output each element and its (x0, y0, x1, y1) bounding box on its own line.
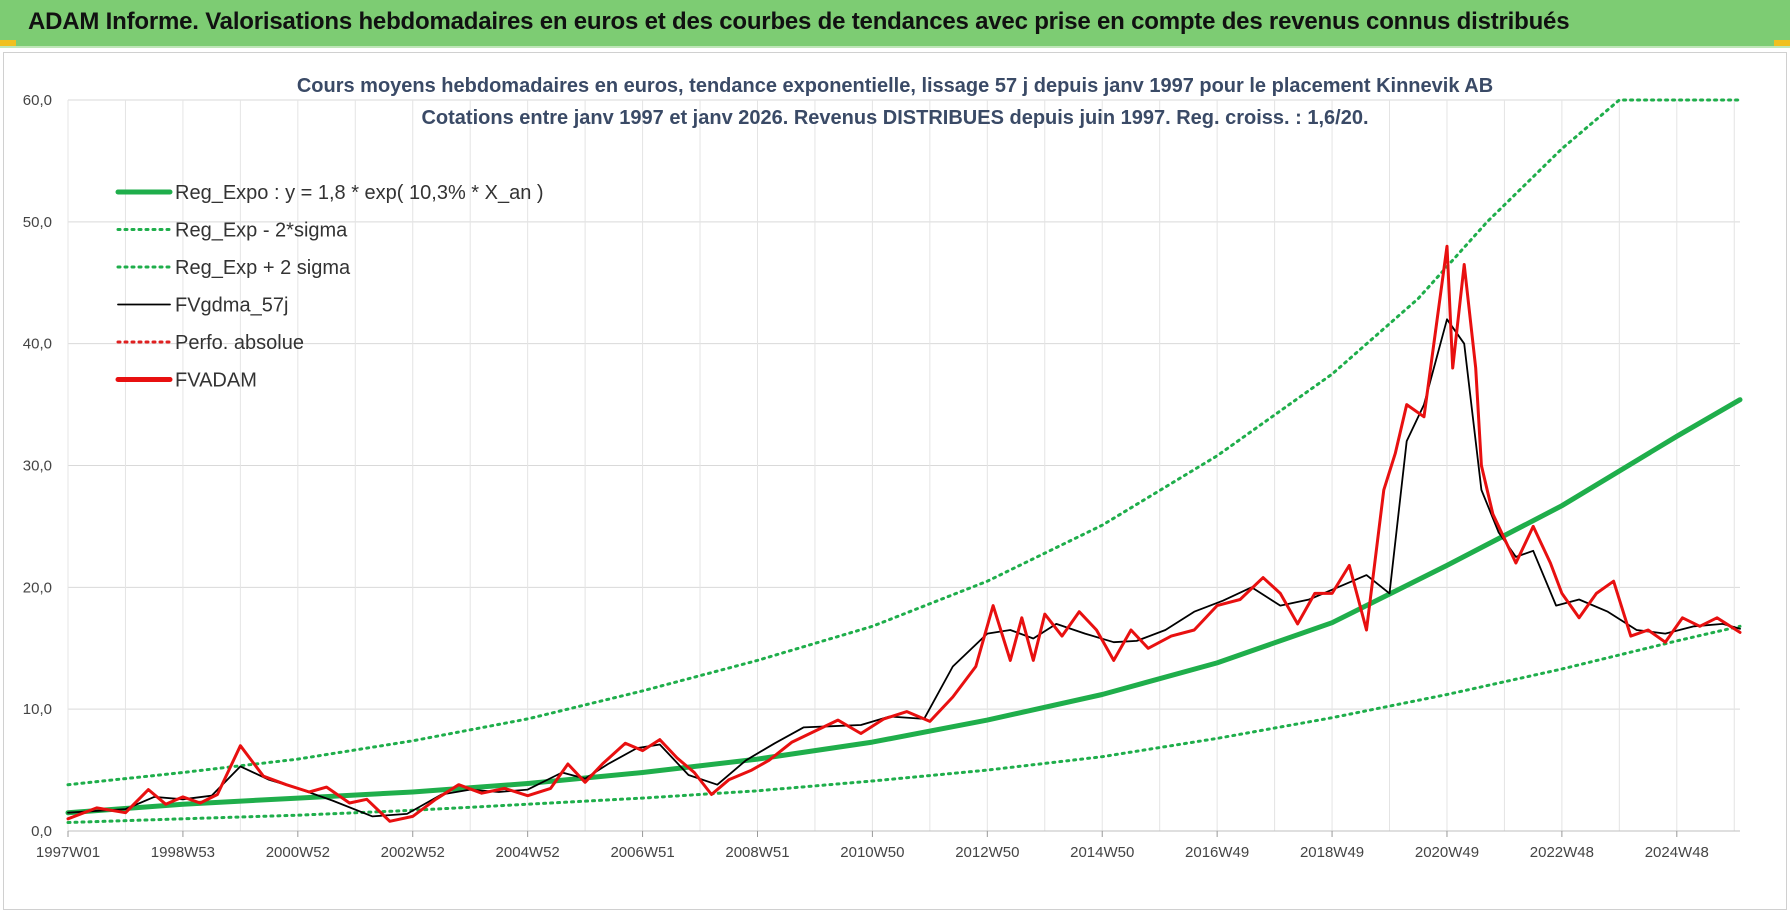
series-line-0 (65, 397, 1743, 816)
series-line-2 (66, 98, 1742, 787)
chart-frame (3, 52, 1787, 910)
x-tick-label: 1998W53 (151, 844, 215, 861)
series-line-3 (67, 318, 1741, 818)
x-tick-label: 2016W49 (1185, 844, 1249, 861)
series-line-1 (66, 624, 1742, 824)
x-tick-label: 2000W52 (266, 844, 330, 861)
chart-titles: Cours moyens hebdomadaires en euros, ten… (297, 75, 1493, 129)
report-title: ADAM Informe. Valorisations hebdomadaire… (28, 8, 1570, 35)
banner-corner-left (0, 40, 16, 46)
legend-label-5: FVADAM (175, 370, 257, 392)
y-tick-label: 0,0 (31, 823, 52, 840)
legend-label-0: Reg_Expo : y = 1,8 * exp( 10,3% * X_an ) (175, 182, 544, 204)
y-tick-label: 50,0 (23, 214, 52, 231)
y-tick-label: 10,0 (23, 701, 52, 718)
chart-axes: 0,0 10,0 20,0 30,0 40,0 50,0 60,0 1997W01 1998W5… (23, 92, 1740, 861)
x-tick-label: 2010W50 (840, 844, 904, 861)
report-banner: ADAM Informe. Valorisations hebdomadaire… (0, 0, 1790, 48)
x-tick-label: 2012W50 (955, 844, 1019, 861)
x-tick-label: 1997W01 (36, 844, 100, 861)
chart-title-line-2: Cotations entre janv 1997 et janv 2026. … (421, 107, 1368, 129)
y-tick-label: 20,0 (23, 579, 52, 596)
x-tick-label: 2002W52 (381, 844, 445, 861)
legend-label-2: Reg_Exp + 2 sigma (175, 257, 351, 279)
x-tick-label: 2014W50 (1070, 844, 1134, 861)
legend-label-3: FVgdma_57j (175, 295, 288, 317)
x-tick-label: 2022W48 (1530, 844, 1594, 861)
x-tick-label: 2004W52 (496, 844, 560, 861)
legend-label-1: Reg_Exp - 2*sigma (175, 220, 348, 242)
banner-corner-right (1774, 40, 1790, 46)
legend-label-4: Perfo. absolue (175, 332, 304, 354)
x-tick-label: 2018W49 (1300, 844, 1364, 861)
x-tick-label: 2020W49 (1415, 844, 1479, 861)
x-tick-label: 2024W48 (1645, 844, 1709, 861)
chart-grid (67, 99, 1740, 832)
series-line-5 (66, 244, 1742, 823)
y-tick-label: 40,0 (23, 336, 52, 353)
x-tick-label: 2006W51 (610, 844, 674, 861)
chart-series (65, 98, 1743, 824)
y-tick-label: 60,0 (23, 92, 52, 109)
chart-legend: Reg_Expo : y = 1,8 * exp( 10,3% * X_an )… (115, 182, 544, 392)
x-tick-label: 2008W51 (725, 844, 789, 861)
chart-title-line-1: Cours moyens hebdomadaires en euros, ten… (297, 75, 1493, 97)
y-tick-label: 30,0 (23, 458, 52, 475)
